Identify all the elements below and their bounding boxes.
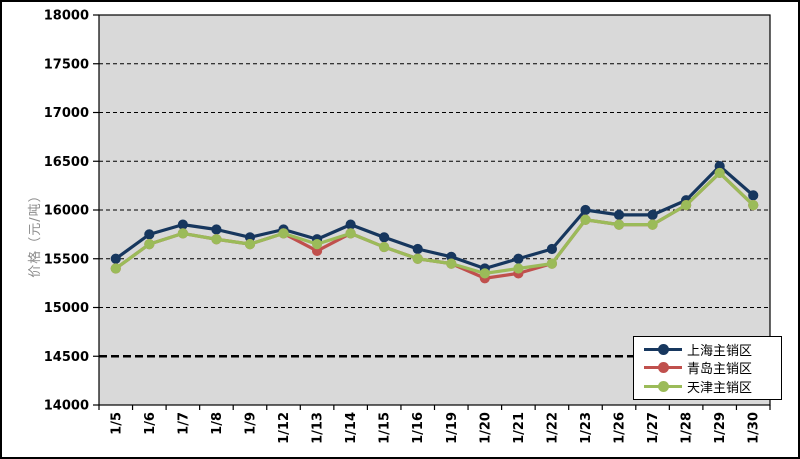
- series-marker: [748, 200, 759, 211]
- series-marker: [479, 268, 490, 279]
- series-marker: [379, 241, 390, 253]
- x-tick-label: 1/9: [243, 412, 258, 435]
- series-marker: [110, 253, 121, 264]
- x-tick-label: 1/23: [579, 412, 594, 444]
- series-marker: [177, 219, 188, 230]
- x-tick-label: 1/20: [478, 412, 493, 444]
- x-tick-label: 1/6: [143, 412, 158, 435]
- series-marker: [244, 239, 256, 250]
- series-marker: [446, 258, 457, 269]
- series-marker: [278, 228, 289, 239]
- series-marker: [177, 228, 188, 239]
- legend-line-marker-icon: [644, 362, 682, 374]
- y-tick-label: 14000: [44, 399, 89, 414]
- series-marker: [613, 209, 625, 220]
- y-tick-label: 18000: [44, 9, 89, 24]
- series-marker: [379, 232, 390, 243]
- series-marker: [311, 239, 323, 250]
- x-tick-label: 1/13: [311, 412, 326, 444]
- y-tick-label: 15000: [44, 301, 89, 316]
- x-tick-label: 1/28: [680, 412, 695, 444]
- x-tick-label: 1/19: [445, 412, 460, 444]
- series-marker: [345, 219, 356, 230]
- series-marker: [714, 167, 725, 179]
- series-marker: [647, 209, 658, 220]
- legend-item-1: 青岛主销区: [644, 359, 776, 377]
- x-tick-label: 1/5: [109, 412, 124, 435]
- x-tick-label: 1/21: [512, 412, 527, 444]
- y-tick-label: 17500: [44, 57, 89, 72]
- x-tick-label: 1/15: [378, 412, 393, 444]
- legend-item-0: 上海主销区: [644, 340, 776, 359]
- series-marker: [546, 243, 558, 255]
- x-tick-label: 1/26: [613, 412, 628, 444]
- x-tick-label: 1/22: [545, 412, 560, 444]
- y-axis-title: 价格（元/吨）: [28, 188, 43, 278]
- series-marker: [144, 229, 155, 240]
- y-tick-label: 16000: [44, 204, 89, 219]
- legend-label: 青岛主销区: [687, 362, 753, 378]
- x-tick-label: 1/16: [411, 412, 426, 444]
- legend-label: 上海主销区: [687, 343, 753, 359]
- y-tick-label: 16500: [44, 155, 89, 170]
- series-line-0: [114, 164, 755, 271]
- y-tick-label: 14500: [44, 350, 89, 365]
- series-marker: [647, 219, 658, 230]
- series-marker: [513, 253, 524, 264]
- legend-label: 天津主销区: [687, 381, 753, 397]
- series-marker: [211, 224, 222, 235]
- series-marker: [211, 234, 222, 245]
- x-tick-label: 1/7: [176, 412, 191, 435]
- x-tick-label: 1/8: [210, 412, 225, 435]
- series-marker: [345, 228, 356, 239]
- series-marker: [144, 239, 155, 250]
- series-marker: [748, 190, 759, 201]
- x-tick-label: 1/27: [646, 412, 661, 444]
- series-marker: [412, 243, 423, 255]
- legend: 上海主销区青岛主销区天津主销区: [633, 336, 782, 400]
- series-marker: [546, 258, 558, 269]
- series-marker: [412, 253, 423, 264]
- legend-line-marker-icon: [644, 343, 682, 355]
- series-line-2: [114, 171, 755, 275]
- x-tick-label: 1/12: [277, 412, 292, 444]
- x-tick-label: 1/14: [344, 412, 359, 444]
- series-marker: [580, 214, 591, 225]
- series-marker: [580, 204, 591, 216]
- y-tick-label: 17000: [44, 106, 89, 121]
- series-marker: [110, 263, 121, 274]
- y-tick-label: 15500: [44, 252, 89, 267]
- series-marker: [613, 219, 625, 230]
- series-marker: [513, 263, 524, 274]
- series-marker: [681, 200, 692, 211]
- x-tick-label: 1/30: [747, 412, 762, 444]
- legend-item-2: 天津主销区: [644, 378, 776, 396]
- x-tick-label: 1/29: [713, 412, 728, 444]
- legend-line-marker-icon: [644, 381, 682, 393]
